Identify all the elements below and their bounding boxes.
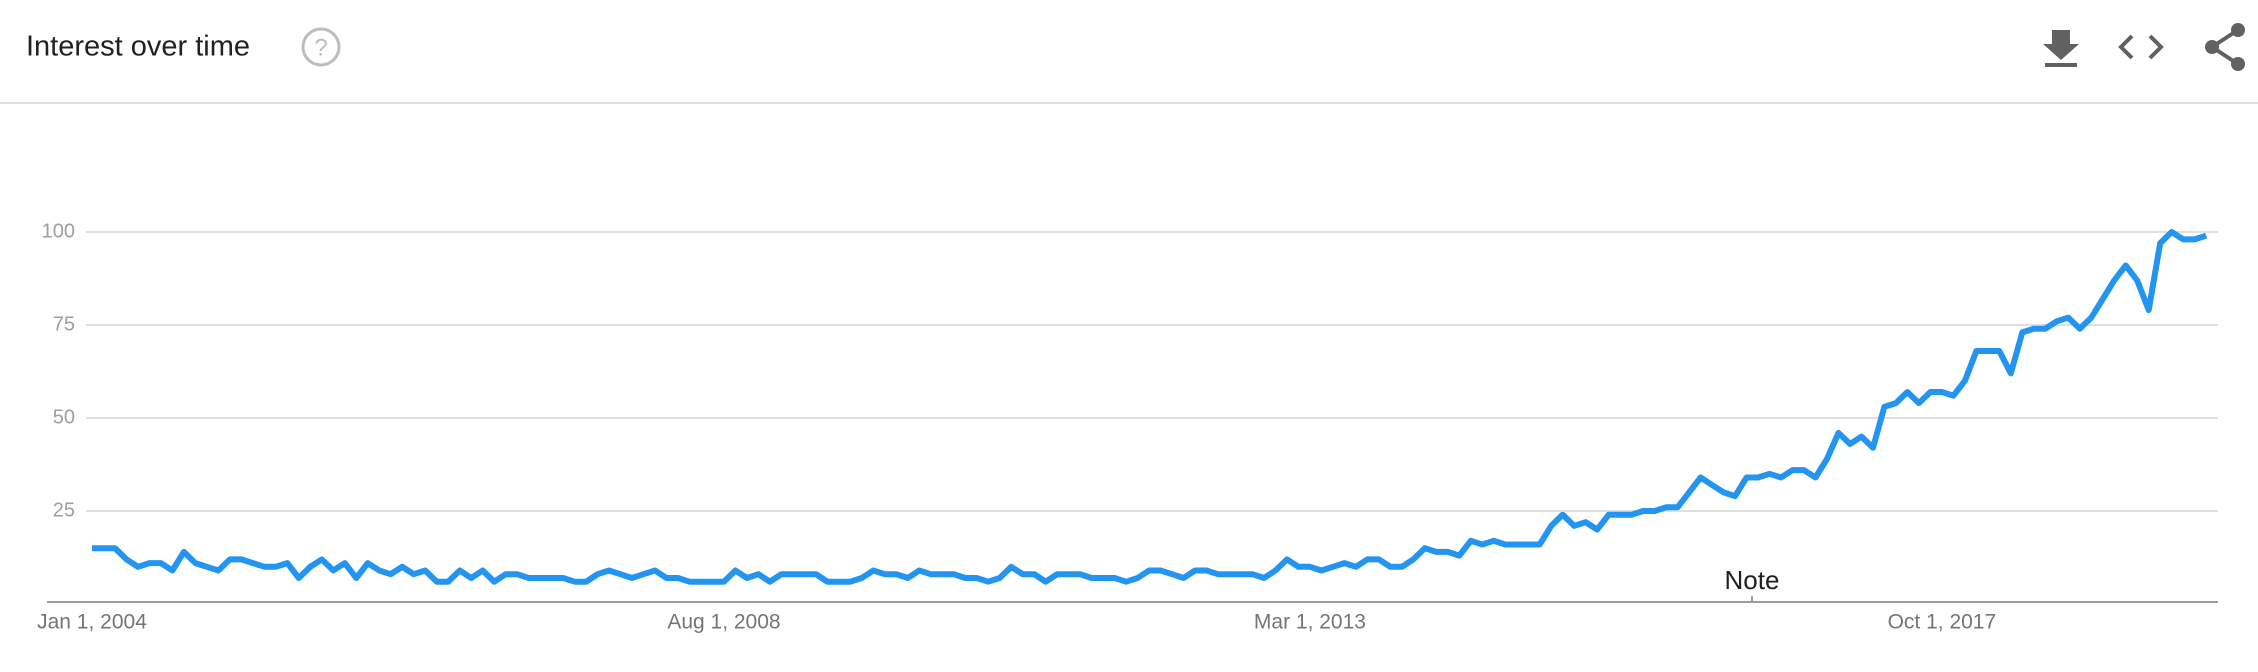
trend-line bbox=[92, 229, 2208, 585]
svg-text:?: ? bbox=[314, 34, 327, 61]
y-tick-label: 100 bbox=[42, 220, 75, 242]
annotation: Note bbox=[1725, 565, 1780, 595]
y-tick-label: 75 bbox=[53, 313, 75, 335]
y-tick-label: 50 bbox=[53, 406, 75, 428]
widget-title: Interest over time bbox=[26, 31, 250, 63]
embed-icon[interactable] bbox=[2118, 34, 2164, 60]
share-icon[interactable] bbox=[2205, 23, 2245, 71]
download-icon[interactable] bbox=[2043, 30, 2079, 67]
x-tick-label: Oct 1, 2017 bbox=[1888, 611, 1997, 634]
y-tick-label: 25 bbox=[53, 499, 75, 521]
x-tick-label: Mar 1, 2013 bbox=[1254, 611, 1366, 634]
x-tick-label: Aug 1, 2008 bbox=[667, 611, 780, 634]
help-icon[interactable]: ? bbox=[301, 27, 341, 67]
x-tick-label: Jan 1, 2004 bbox=[37, 611, 147, 634]
